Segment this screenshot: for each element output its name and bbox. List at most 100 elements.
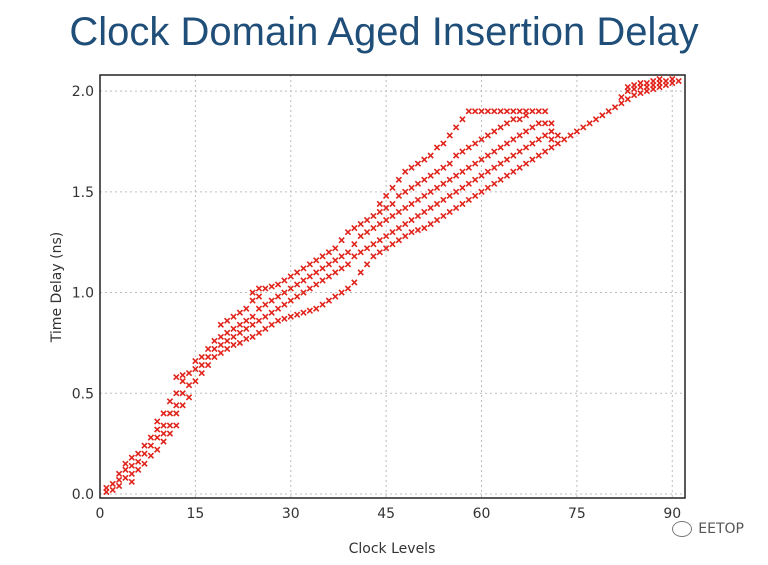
data-point (154, 426, 161, 433)
data-point (592, 116, 600, 123)
data-point (268, 321, 275, 328)
y-tick-label: 1.5 (72, 185, 94, 201)
data-point (446, 132, 453, 139)
data-point (192, 357, 199, 365)
data-point (332, 293, 339, 300)
data-point (313, 281, 320, 288)
data-point (224, 329, 231, 336)
data-point (243, 317, 250, 324)
data-point (510, 116, 517, 123)
data-point (497, 160, 504, 167)
data-point (510, 108, 517, 115)
data-point (274, 317, 282, 324)
data-point (465, 164, 472, 171)
data-point (332, 257, 339, 264)
data-point (433, 168, 441, 175)
data-point (382, 192, 390, 200)
data-point (497, 144, 504, 151)
data-point (376, 237, 383, 244)
data-point (160, 410, 167, 417)
plot-frame (99, 74, 686, 499)
data-point (408, 200, 415, 208)
data-point (262, 301, 269, 308)
data-point (402, 168, 409, 175)
data-point (243, 325, 250, 332)
data-point (497, 176, 504, 183)
data-point (440, 164, 447, 171)
data-point (300, 265, 307, 272)
data-point (382, 245, 390, 252)
data-point (414, 212, 422, 220)
data-point (128, 470, 135, 477)
data-point (503, 156, 511, 163)
data-point (293, 293, 301, 300)
data-point (491, 128, 498, 135)
data-point (255, 305, 263, 312)
data-point (243, 305, 250, 312)
data-point (198, 361, 205, 369)
data-point (141, 442, 148, 449)
data-point (357, 220, 364, 228)
x-axis-ticks: 0 15 30 45 60 75 90 (96, 506, 682, 522)
data-point (548, 120, 555, 127)
watermark-text: EETOP (698, 521, 744, 537)
data-point (300, 309, 307, 316)
data-point (179, 390, 186, 397)
data-point (421, 192, 428, 200)
data-point (274, 305, 282, 312)
data-point (319, 277, 326, 284)
data-point (561, 136, 568, 143)
data-point (459, 148, 466, 155)
data-point (319, 301, 326, 308)
data-point (357, 249, 364, 256)
data-point (548, 128, 555, 135)
data-points (103, 75, 682, 496)
data-point (503, 140, 511, 147)
data-point (478, 136, 485, 143)
data-point (154, 418, 161, 425)
data-point (281, 289, 288, 296)
data-point (300, 277, 307, 284)
data-point (402, 188, 409, 195)
data-point (128, 478, 135, 486)
data-point (217, 341, 224, 349)
data-point (370, 224, 377, 232)
data-point (395, 192, 403, 200)
data-point (573, 128, 581, 135)
data-point (344, 261, 352, 268)
y-tick-label: 0.0 (72, 487, 94, 503)
data-point (548, 144, 555, 151)
data-point (630, 81, 638, 89)
data-point (611, 104, 619, 111)
data-point (357, 269, 364, 276)
data-point (325, 249, 333, 256)
data-point (281, 301, 288, 308)
data-point (338, 289, 345, 296)
data-point (128, 454, 135, 461)
data-point (478, 108, 485, 115)
data-point (198, 353, 205, 361)
data-point (122, 474, 129, 482)
watermark: EETOP (672, 521, 744, 537)
data-point (421, 156, 428, 163)
data-point (268, 309, 275, 316)
data-point (529, 140, 536, 147)
data-point (624, 83, 631, 91)
data-point (274, 293, 282, 300)
data-point (452, 204, 460, 212)
y-tick-label: 0.5 (72, 386, 94, 402)
data-point (287, 273, 294, 280)
data-point (134, 466, 142, 473)
data-point (516, 148, 523, 155)
data-point (516, 108, 523, 115)
data-point (382, 216, 390, 224)
data-point (344, 249, 352, 256)
data-point (224, 345, 231, 353)
data-point (529, 124, 536, 131)
data-point (541, 132, 549, 139)
data-point (395, 224, 403, 232)
data-point (637, 89, 644, 97)
data-point (185, 394, 193, 401)
data-point (376, 208, 383, 216)
